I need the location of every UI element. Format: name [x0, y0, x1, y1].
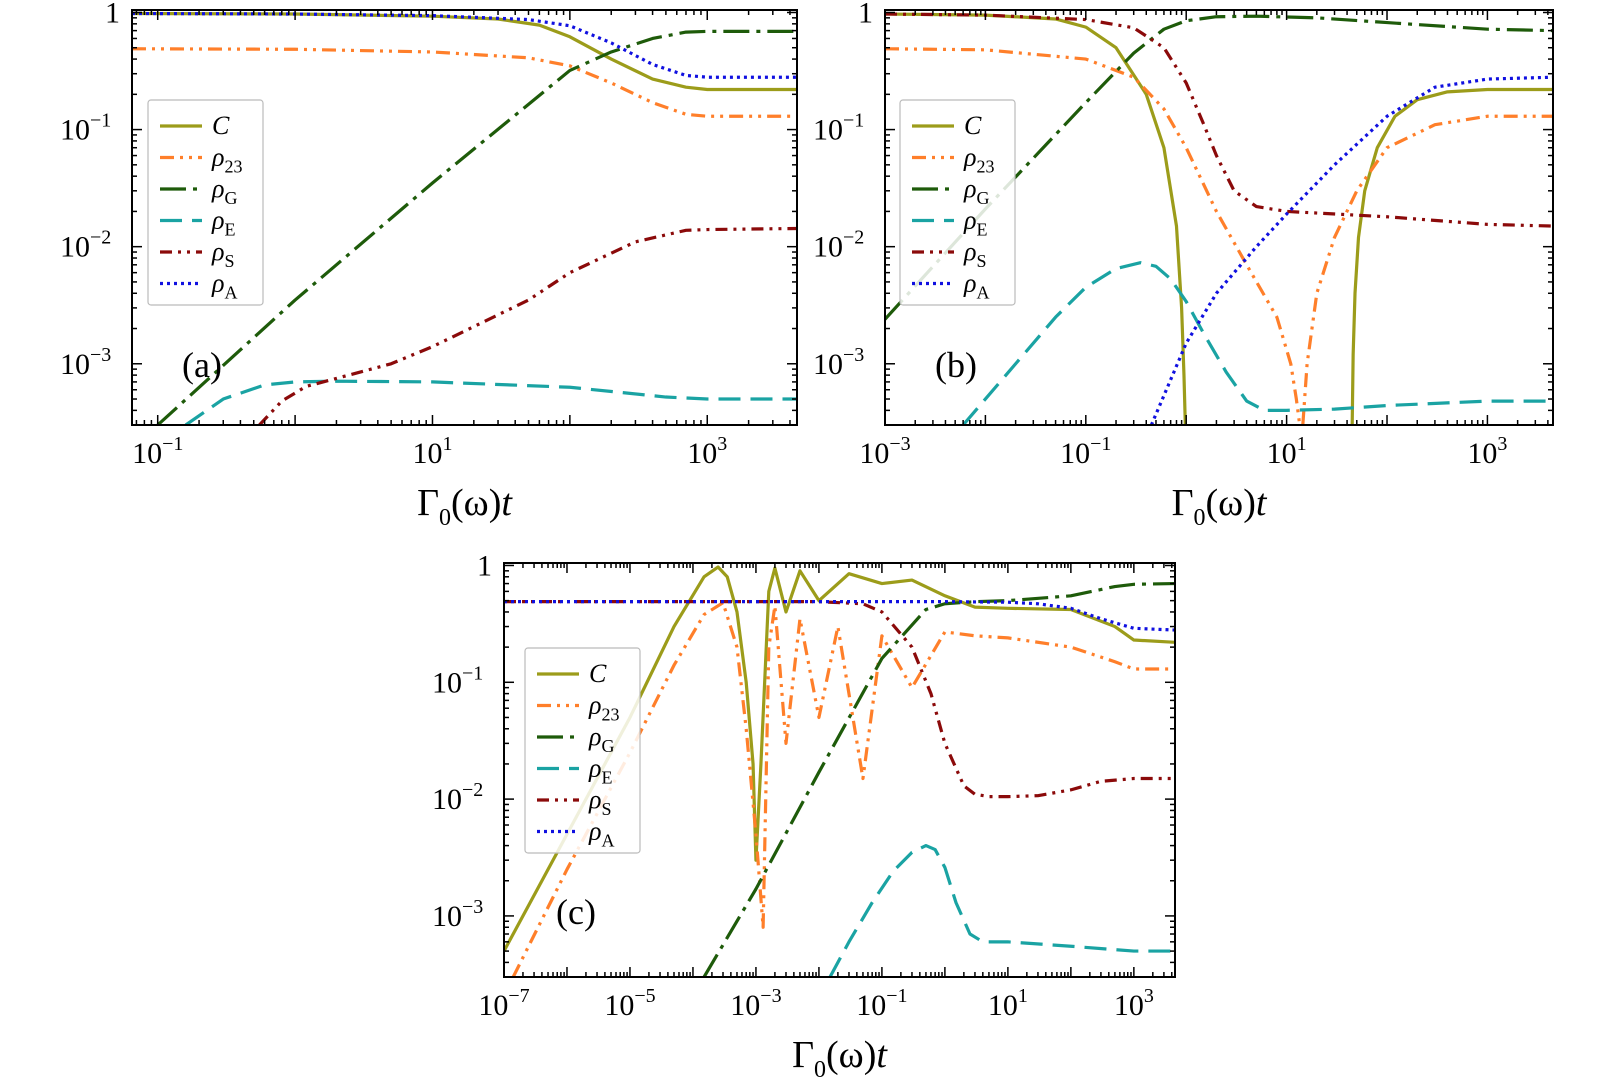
series-line-rhoE	[828, 843, 1175, 977]
legend-label-C: C	[589, 659, 607, 688]
axes-frame	[131, 9, 798, 426]
series-line-rhoA	[504, 600, 1175, 632]
series-line-rhoS	[885, 12, 1553, 228]
x-tick-label: 10−1	[1060, 433, 1111, 470]
legend-label-rhoE: ρE	[963, 206, 987, 240]
axes-frame	[503, 562, 1176, 978]
series-line-C	[132, 11, 797, 92]
legend-label-rhoS: ρS	[963, 237, 987, 271]
legend-label-rhoS: ρS	[211, 237, 235, 271]
y-tick-label: 10−3	[432, 896, 483, 933]
legend-label-rho23: ρ23	[588, 691, 619, 725]
series-line-rhoG	[885, 14, 1553, 321]
panel-c: 10−7 10−5 10−3 10−1 101 103 1 10−1 10−2 10−3 Γ0(ω)…	[432, 549, 1176, 1078]
series-line-rho23	[1301, 114, 1553, 425]
legend-label-rhoG: ρG	[963, 174, 989, 208]
legend-label-rho23: ρ23	[963, 143, 994, 177]
legend-label-C: C	[212, 111, 230, 140]
x-tick-label: 101	[412, 433, 452, 470]
series-line-rho23	[511, 601, 1175, 977]
legend-label-rhoS: ρS	[588, 785, 612, 819]
series-line-rho23	[132, 47, 797, 118]
x-tick-label: 10−7	[478, 985, 529, 1022]
legend-box	[899, 99, 1016, 306]
x-tick-label: 101	[1267, 433, 1307, 470]
legend-label-rho23: ρ23	[211, 143, 242, 177]
x-axis-title: Γ0(ω)t	[417, 482, 513, 531]
series-line-C	[1350, 87, 1553, 425]
x-tick-label: 10−5	[604, 985, 655, 1022]
y-tick-label: 10−3	[813, 344, 864, 381]
x-tick-label: 101	[988, 985, 1028, 1022]
x-tick-label: 10−3	[859, 433, 910, 470]
legend-label-rhoA: ρA	[211, 269, 237, 303]
series-line-rhoE	[961, 261, 1553, 425]
x-tick-label: 10−3	[730, 985, 781, 1022]
series-line-rhoS	[258, 226, 797, 425]
legend-box	[524, 647, 641, 854]
panel-label: (b)	[935, 345, 977, 385]
series-line-rhoA	[1149, 75, 1553, 425]
y-tick-label: 10−1	[60, 110, 111, 147]
y-tick-label: 10−2	[813, 227, 864, 264]
x-tick-label: 103	[1114, 985, 1154, 1022]
y-tick-label: 1	[105, 0, 120, 29]
legend-label-rhoA: ρA	[588, 817, 614, 851]
legend-label-C: C	[964, 111, 982, 140]
legend-label-rhoG: ρG	[211, 174, 237, 208]
y-tick-label: 10−2	[60, 227, 111, 264]
axes-frame	[884, 9, 1554, 426]
panel-b: 10−3 10−1 101 103 1 10−1 10−2 10−3 Γ0(ω)t (b) Cρ23…	[813, 0, 1554, 531]
legend-label-rhoE: ρE	[588, 754, 612, 788]
y-tick-label: 10−3	[60, 344, 111, 381]
series-group	[504, 565, 1175, 977]
panel-label: (a)	[182, 345, 222, 385]
x-tick-label: 103	[1467, 433, 1507, 470]
x-axis-title: Γ0(ω)t	[1172, 482, 1268, 531]
series-group	[885, 12, 1553, 425]
legend-label-rhoG: ρG	[588, 722, 614, 756]
panel-label: (c)	[556, 892, 596, 932]
series-group	[132, 11, 797, 425]
series-line-C	[504, 565, 1175, 952]
series-line-rhoG	[156, 29, 797, 425]
y-tick-label: 10−1	[813, 110, 864, 147]
y-tick-label: 1	[477, 549, 492, 582]
y-tick-label: 10−1	[432, 662, 483, 699]
y-tick-label: 10−2	[432, 779, 483, 816]
legend-label-rhoA: ρA	[963, 269, 989, 303]
legend-label-rhoE: ρE	[211, 206, 235, 240]
x-tick-label: 10−1	[132, 433, 183, 470]
x-axis-title: Γ0(ω)t	[792, 1034, 888, 1078]
series-line-rhoE	[184, 379, 797, 425]
x-tick-label: 103	[687, 433, 727, 470]
panel-a: 10−1 101 103 1 10−1 10−2 10−3 Γ0(ω)t (a) Cρ23ρGρE…	[60, 0, 798, 531]
x-tick-label: 10−1	[856, 985, 907, 1022]
series-line-rhoA	[132, 11, 797, 79]
legend-box	[147, 99, 264, 306]
y-tick-label: 1	[858, 0, 873, 29]
